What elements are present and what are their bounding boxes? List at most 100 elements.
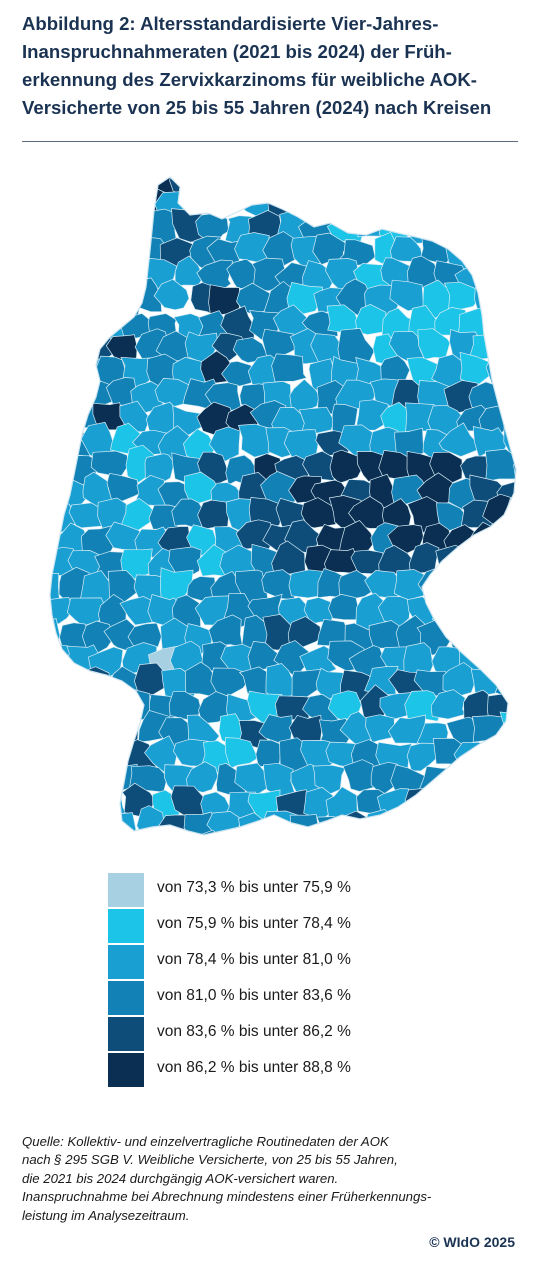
district-region [434,784,469,821]
district-region [326,177,361,193]
district-region [442,662,475,698]
district-region [76,240,113,272]
district-region [360,684,390,723]
district-region [518,715,520,746]
district-region [80,186,113,217]
district-region [199,177,235,200]
district-region [172,836,207,846]
district-region [50,207,81,242]
district-region [487,790,516,819]
district-region [68,305,97,342]
district-region [210,667,249,697]
district-region [56,284,92,316]
district-region [316,816,346,835]
district-region [480,545,516,579]
district-region [500,811,516,835]
legend-label: von 73,3 % bis unter 75,9 % [157,879,351,896]
district-region [495,765,516,794]
district-region [445,568,481,605]
district-region [54,375,92,409]
legend-swatch [108,1017,144,1051]
district-region [403,642,434,675]
district-region [30,450,46,484]
district-region [511,638,516,676]
district-region [74,788,104,821]
legend-swatch [108,909,144,943]
district-region [81,620,115,654]
source-line: nach § 295 SGB V. Weibliche Versicherte,… [22,1152,398,1168]
district-region [433,177,469,194]
district-region [50,767,61,801]
district-region [507,213,516,247]
district-region [298,406,335,435]
district-region [30,790,49,820]
district-region [301,829,332,835]
legend-swatch [108,873,144,907]
district-region [50,662,65,700]
title-line: Versicherte von 25 bis 55 Jahren (2024) … [22,97,492,118]
legend-swatch [108,1053,144,1087]
district-region [500,233,516,268]
district-region [30,175,48,195]
district-region [50,687,75,720]
district-region [454,831,493,835]
source-note: Quelle: Kollektiv- und einzelvertraglich… [22,1133,522,1225]
district-region [379,177,417,199]
district-region [406,742,437,772]
district-region [255,739,281,768]
district-region [206,811,241,835]
district-region [392,180,431,220]
district-region [352,177,389,198]
district-region [144,453,175,483]
figure-title: Abbildung 2: Altersstandardisierte Vier-… [22,10,522,122]
district-region [377,596,412,627]
district-region [492,618,516,650]
district-region [91,261,131,295]
district-region [326,837,360,845]
district-region [153,278,190,311]
district-region [496,567,516,604]
district-region [50,354,51,385]
district-region [487,257,516,291]
district-region [50,691,52,722]
district-region [299,645,337,678]
district-region [388,812,424,835]
district-region [64,840,97,845]
district-region [108,235,139,269]
district-region [496,377,516,410]
district-region [473,234,508,272]
district-region [492,524,516,555]
district-region [511,693,516,723]
district-region [106,472,141,505]
district-region [92,177,126,195]
district-region [30,213,45,244]
district-region [432,830,467,835]
district-region [50,784,74,814]
district-regions [30,175,520,846]
district-region [513,452,516,484]
district-region [466,181,503,218]
district-region [480,593,516,628]
district-region [404,787,446,817]
district-region [118,838,150,845]
district-region [504,595,516,627]
district-region [50,715,62,754]
district-region [509,745,516,775]
title-line: Inanspruchnahmeraten (2021 bis 2024) der… [22,41,452,62]
district-region [420,813,455,835]
district-region [92,691,135,724]
district-region [460,552,490,584]
district-region [50,310,76,340]
district-region [50,257,52,295]
district-region [365,184,401,225]
district-region [50,618,61,650]
district-region [497,280,516,313]
legend-label: von 75,9 % bis unter 78,4 % [157,915,351,932]
district-region [430,213,469,244]
district-region [50,547,51,581]
district-region [431,595,467,626]
legend-item: von 78,4 % bis unter 81,0 % [108,945,428,979]
district-region [275,177,309,197]
district-region [276,834,314,835]
district-region [50,234,61,271]
